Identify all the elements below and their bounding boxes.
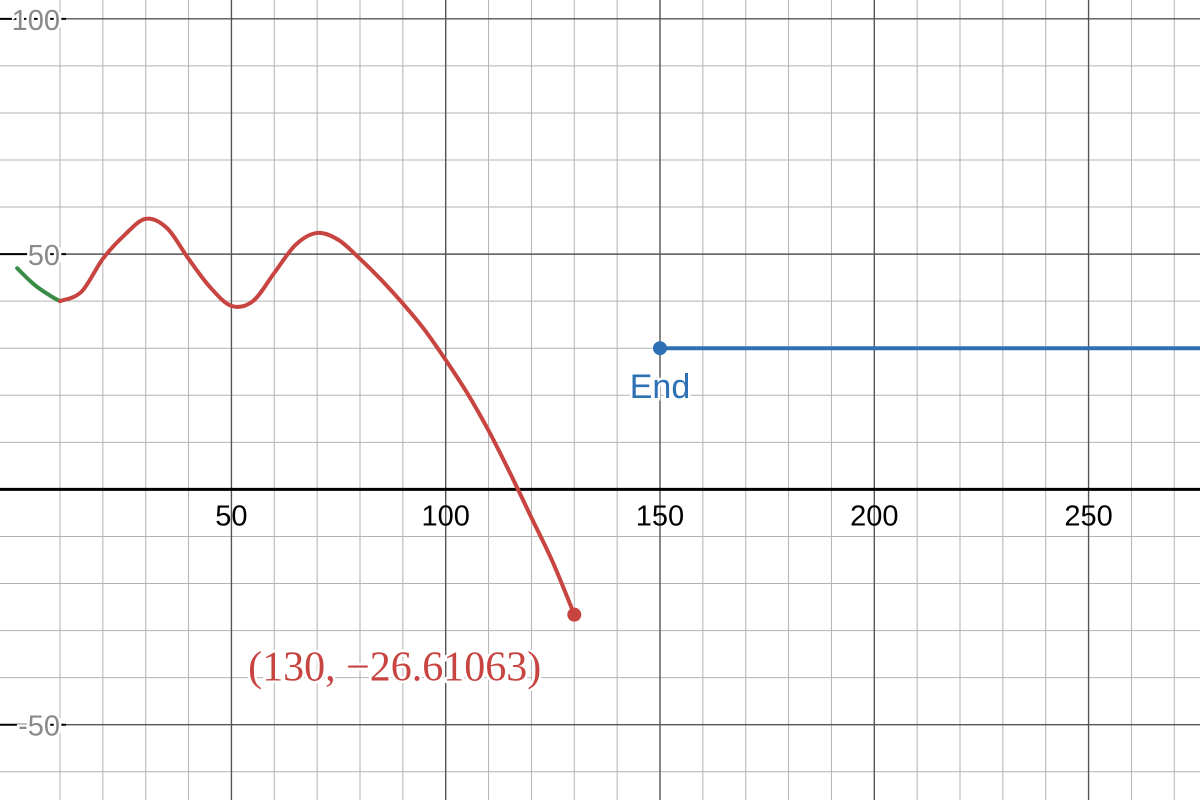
x-tick-label: 250 [1064,500,1112,532]
x-tick-label: 150 [636,500,684,532]
series-line-0 [15,266,62,304]
y-tick-label: -50 [18,711,60,743]
y-tick-label: 50 [28,240,60,272]
x-tick-labels: 50 100 150 200 250 [215,500,1112,532]
curves [15,216,1200,617]
y-tick-label: 100 [12,5,60,37]
y-tick-labels: 100 50 -50 [9,2,62,745]
x-tick-label: 100 [422,500,470,532]
annotations: (130, −26.61063) End [246,366,693,693]
x-tick-label: 200 [850,500,898,532]
series-line-1 [58,216,577,617]
point-coordinate-label: (130, −26.61063) [248,645,541,691]
data-point-0 [567,607,582,622]
points [567,341,667,622]
axes [0,17,1200,726]
x-tick-label: 50 [215,500,247,532]
data-point-1 [653,341,667,356]
end-label: End [630,368,691,406]
